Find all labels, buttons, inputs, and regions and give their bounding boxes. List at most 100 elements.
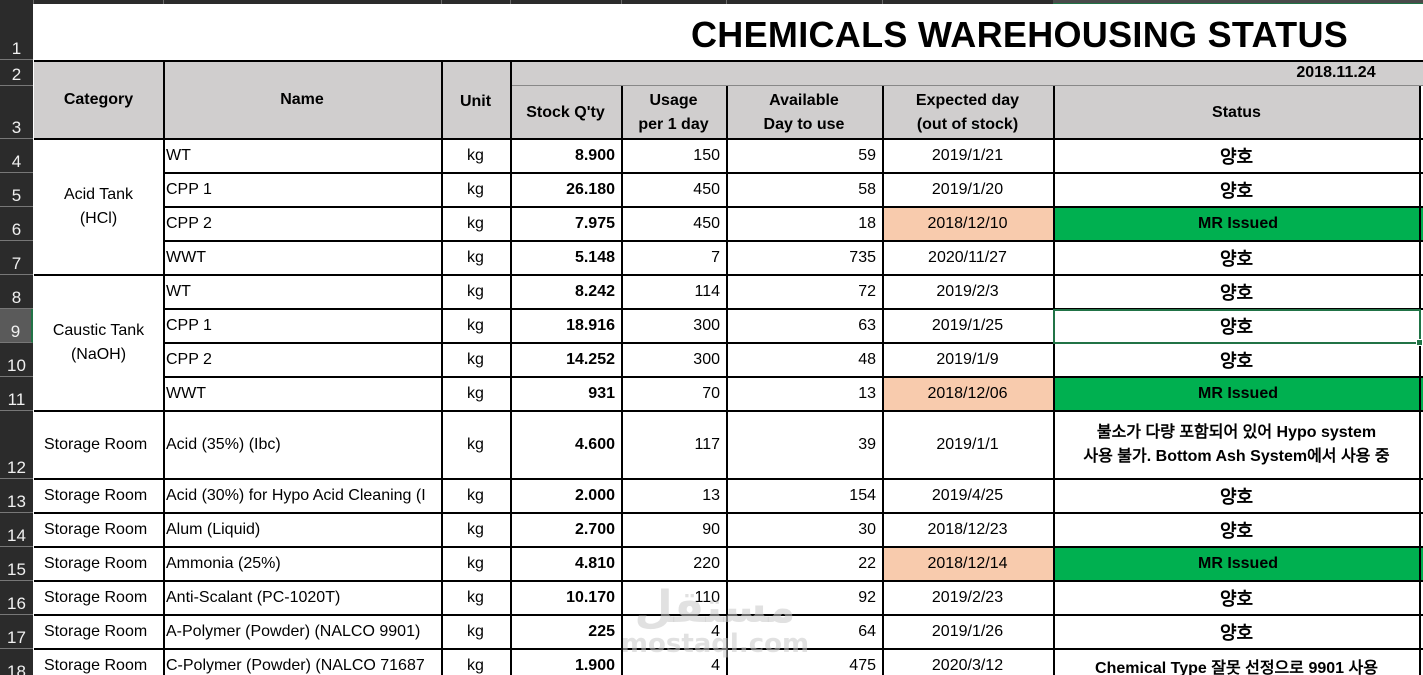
cell-available[interactable]: 63 bbox=[858, 317, 876, 334]
cell-status[interactable]: 양호 bbox=[1219, 487, 1254, 507]
row-header-1[interactable]: 1 bbox=[0, 4, 33, 60]
cell-available[interactable]: 59 bbox=[858, 147, 876, 164]
cell-expected[interactable]: 2019/1/9 bbox=[936, 351, 999, 368]
cell-unit[interactable]: kg bbox=[467, 521, 484, 538]
cell-name[interactable]: WT bbox=[166, 147, 191, 164]
row-header-2[interactable]: 2 bbox=[0, 60, 33, 86]
cell-expected[interactable]: 2018/12/23 bbox=[927, 521, 1008, 538]
row-header-15[interactable]: 15 bbox=[0, 547, 33, 581]
cell-unit[interactable]: kg bbox=[467, 623, 484, 640]
category-caustic-tank[interactable]: Caustic Tank (NaOH) bbox=[34, 275, 163, 411]
cell-unit[interactable]: kg bbox=[467, 555, 484, 572]
row-header-5[interactable]: 5 bbox=[0, 173, 33, 207]
cell-stock[interactable]: 8.900 bbox=[574, 147, 615, 164]
cell-unit[interactable]: kg bbox=[467, 385, 484, 402]
cell-stock[interactable]: 10.170 bbox=[566, 589, 615, 606]
cell-usage[interactable]: 90 bbox=[702, 521, 720, 538]
cell-unit[interactable]: kg bbox=[467, 283, 484, 300]
cell-name[interactable]: WWT bbox=[166, 249, 206, 266]
status-badge-mr-issued[interactable]: MR Issued bbox=[1053, 377, 1423, 411]
cell-usage[interactable]: 13 bbox=[702, 487, 720, 504]
cell-status[interactable]: 양호 bbox=[1219, 623, 1254, 643]
cell-expected-warning[interactable]: 2018/12/10 bbox=[882, 207, 1053, 241]
cell-expected[interactable]: 2019/2/3 bbox=[936, 283, 999, 300]
cell-expected[interactable]: 2019/1/1 bbox=[936, 436, 999, 453]
cell-status[interactable]: 양호 bbox=[1219, 521, 1254, 541]
cell-name[interactable]: CPP 2 bbox=[166, 215, 212, 232]
row-header-10[interactable]: 10 bbox=[0, 343, 33, 377]
cell-available[interactable]: 64 bbox=[858, 623, 876, 640]
cell-available[interactable]: 58 bbox=[858, 181, 876, 198]
cell-expected-warning[interactable]: 2018/12/14 bbox=[882, 547, 1053, 581]
cell-available[interactable]: 13 bbox=[858, 385, 876, 402]
cell-expected[interactable]: 2019/2/23 bbox=[931, 589, 1004, 606]
cell-expected[interactable]: 2020/3/12 bbox=[931, 657, 1004, 674]
cell-usage[interactable]: 117 bbox=[694, 436, 720, 453]
row-header-8[interactable]: 8 bbox=[0, 275, 33, 309]
cell-usage[interactable]: 450 bbox=[693, 215, 720, 232]
row-header-16[interactable]: 16 bbox=[0, 581, 33, 615]
cell-stock[interactable]: 2.700 bbox=[574, 521, 615, 538]
row-header-4[interactable]: 4 bbox=[0, 139, 33, 173]
cell-category[interactable]: Storage Room bbox=[44, 657, 148, 674]
cell-stock[interactable]: 5.148 bbox=[574, 249, 615, 266]
row-header-14[interactable]: 14 bbox=[0, 513, 33, 547]
header-name[interactable]: Name bbox=[163, 60, 441, 139]
cell-usage[interactable]: 114 bbox=[694, 283, 720, 300]
cell-name[interactable]: Ammonia (25%) bbox=[166, 555, 281, 572]
cell-stock[interactable]: 225 bbox=[588, 623, 615, 640]
category-acid-tank[interactable]: Acid Tank (HCl) bbox=[34, 139, 163, 275]
cell-status-selected[interactable]: 양호 bbox=[1219, 317, 1254, 337]
cell-stock[interactable]: 4.600 bbox=[574, 436, 615, 453]
cell-status[interactable]: 양호 bbox=[1219, 351, 1254, 371]
row-header-11[interactable]: 11 bbox=[0, 377, 33, 411]
cell-usage[interactable]: 300 bbox=[693, 351, 720, 368]
cell-unit[interactable]: kg bbox=[467, 657, 484, 674]
cell-usage[interactable]: 150 bbox=[693, 147, 720, 164]
cell-category[interactable]: Storage Room bbox=[44, 623, 148, 640]
cell-status[interactable]: 양호 bbox=[1219, 589, 1254, 609]
cell-name[interactable]: C-Polymer (Powder) (NALCO 71687 bbox=[166, 657, 425, 674]
cell-unit[interactable]: kg bbox=[467, 351, 484, 368]
row-header-13[interactable]: 13 bbox=[0, 479, 33, 513]
cell-available[interactable]: 22 bbox=[858, 555, 876, 572]
cell-unit[interactable]: kg bbox=[467, 436, 484, 453]
cell-expected[interactable]: 2019/1/21 bbox=[931, 147, 1004, 164]
header-status[interactable]: Status bbox=[1053, 86, 1420, 139]
cell-name[interactable]: CPP 2 bbox=[166, 351, 212, 368]
cell-category[interactable]: Storage Room bbox=[44, 555, 148, 572]
cell-available[interactable]: 72 bbox=[858, 283, 876, 300]
cell-stock[interactable]: 4.810 bbox=[574, 555, 615, 572]
cell-usage[interactable]: 7 bbox=[711, 249, 720, 266]
header-available[interactable]: Available Day to use bbox=[726, 86, 882, 139]
cell-stock[interactable]: 2.000 bbox=[574, 487, 615, 504]
header-stock-qty[interactable]: Stock Q'ty bbox=[510, 86, 621, 139]
row-header-6[interactable]: 6 bbox=[0, 207, 33, 241]
cell-status[interactable]: 양호 bbox=[1219, 249, 1254, 269]
header-unit[interactable]: Unit bbox=[441, 60, 510, 139]
cell-stock[interactable]: 8.242 bbox=[574, 283, 615, 300]
row-header-18[interactable]: 18 bbox=[0, 649, 33, 675]
row-header-9[interactable]: 9 bbox=[0, 309, 33, 343]
column-header-strip[interactable] bbox=[0, 0, 1423, 4]
row-header-3[interactable]: 3 bbox=[0, 86, 33, 139]
cell-stock[interactable]: 26.180 bbox=[566, 181, 615, 198]
cell-unit[interactable]: kg bbox=[467, 487, 484, 504]
cell-usage[interactable]: 450 bbox=[693, 181, 720, 198]
cell-expected[interactable]: 2019/1/20 bbox=[931, 181, 1004, 198]
cell-name[interactable]: CPP 1 bbox=[166, 181, 212, 198]
row-header-17[interactable]: 17 bbox=[0, 615, 33, 649]
cell-status[interactable]: 양호 bbox=[1219, 283, 1254, 303]
status-badge-mr-issued[interactable]: MR Issued bbox=[1053, 207, 1423, 241]
cell-category[interactable]: Storage Room bbox=[44, 521, 148, 538]
cell-name[interactable]: WWT bbox=[166, 385, 206, 402]
cell-expected[interactable]: 2020/11/27 bbox=[928, 249, 1007, 266]
cell-name[interactable]: Acid (30%) for Hypo Acid Cleaning (I bbox=[166, 487, 426, 504]
cell-name[interactable]: Alum (Liquid) bbox=[166, 521, 261, 538]
cell-category[interactable]: Storage Room bbox=[44, 436, 148, 453]
cell-unit[interactable]: kg bbox=[467, 215, 484, 232]
row-header-7[interactable]: 7 bbox=[0, 241, 33, 275]
cell-expected-warning[interactable]: 2018/12/06 bbox=[882, 377, 1053, 411]
cell-usage[interactable]: 4 bbox=[711, 623, 720, 640]
cell-name[interactable]: Acid (35%) (Ibc) bbox=[166, 436, 281, 453]
